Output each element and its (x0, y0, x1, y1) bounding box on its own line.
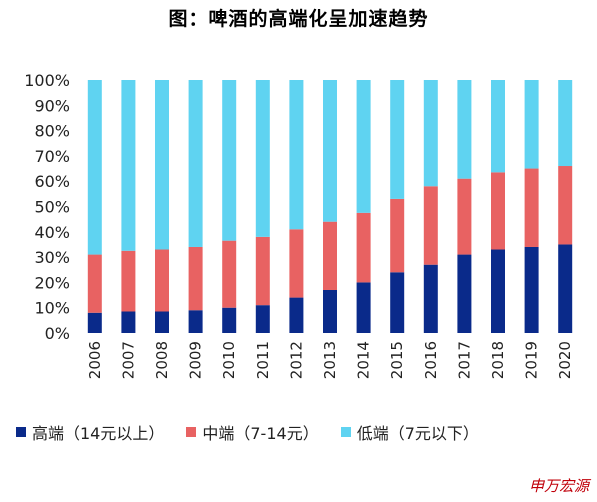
chart-title: 图：啤酒的高端化呈加速趋势 (168, 8, 429, 30)
x-tick-label: 2017 (455, 341, 473, 379)
bar-segment (121, 80, 136, 251)
bar-segment (289, 229, 304, 298)
bar-segment (390, 198, 405, 273)
legend-swatch-mid-end (186, 427, 197, 437)
y-tick-label: 0% (45, 324, 70, 343)
x-tick-label: 2019 (523, 341, 541, 379)
bar-segment (188, 310, 203, 333)
bar-segment (558, 244, 573, 333)
bar-segment (188, 80, 203, 247)
bar-segment (491, 80, 505, 173)
bar-segment (356, 212, 371, 283)
bar-segment (87, 254, 102, 313)
x-tick-label: 2012 (287, 341, 305, 379)
legend-label-high-end: 高端（14元以上） (32, 424, 165, 443)
bar-segment (558, 166, 573, 245)
x-tick-label: 2007 (119, 341, 137, 379)
x-tick-label: 2006 (86, 341, 104, 379)
bar-segment (323, 80, 337, 222)
x-tick-label: 2011 (254, 341, 272, 379)
legend-item-low-end: 低端（7元以下） (340, 420, 479, 444)
bar-segment (222, 80, 237, 241)
bar-segment (423, 80, 438, 187)
legend-item-high-end: 高端（14元以上） (16, 420, 164, 444)
brand-watermark: 申万宏源 (528, 477, 589, 495)
legend-item-mid-end: 中端（7-14元） (186, 420, 319, 444)
y-tick-label: 70% (34, 147, 70, 166)
x-tick-label: 2008 (153, 341, 171, 379)
legend-label-mid-end: 中端（7-14元） (202, 424, 319, 443)
bar-segment (491, 172, 505, 250)
bar-segment (121, 311, 136, 333)
bar-segment (255, 80, 270, 237)
bar-segment (457, 80, 472, 179)
bar-segment (155, 249, 169, 312)
bar-segment (524, 246, 539, 333)
x-tick-label: 2013 (321, 341, 339, 379)
x-tick-label: 2018 (489, 341, 507, 379)
y-tick-label: 90% (34, 96, 70, 115)
bar-segment (289, 80, 304, 230)
bar-segment (121, 250, 136, 312)
legend-swatch-high-end (16, 427, 26, 437)
bar-segment (87, 80, 102, 255)
bar-segment (222, 240, 237, 308)
bar-segment (423, 264, 438, 333)
y-tick-label: 80% (34, 122, 70, 141)
bar-segment (558, 80, 573, 167)
bar-segment (87, 312, 102, 333)
x-tick-label: 2010 (220, 341, 238, 379)
bar-segment (323, 289, 337, 333)
bar-segment (524, 168, 539, 247)
y-tick-label: 10% (34, 299, 70, 318)
bar-segment (491, 249, 505, 333)
y-tick-label: 100% (24, 71, 70, 90)
x-tick-label: 2020 (556, 341, 574, 379)
y-tick-label: 40% (34, 223, 70, 242)
y-tick-label: 20% (34, 273, 70, 292)
bar-segment (524, 80, 539, 169)
bar-segment (390, 80, 405, 199)
legend-swatch-low-end (340, 427, 351, 437)
bar-segment (457, 254, 472, 333)
x-tick-label: 2009 (187, 341, 205, 379)
bar-segment (356, 282, 371, 333)
bar-segment (155, 80, 169, 250)
bar-segment (155, 311, 169, 333)
bar-segment (390, 272, 405, 333)
bar-segment (188, 246, 203, 311)
bar-segment (255, 305, 270, 333)
x-tick-label: 2016 (422, 341, 440, 379)
y-tick-label: 30% (34, 248, 70, 267)
bar-segment (423, 186, 438, 265)
bar-segment (323, 221, 337, 290)
bar-segment (356, 80, 371, 213)
y-tick-label: 60% (34, 172, 70, 191)
x-tick-label: 2014 (355, 341, 373, 379)
bar-segment (457, 178, 472, 255)
y-tick-label: 50% (34, 198, 70, 217)
chart-legend: 高端（14元以上） 中端（7-14元） 低端（7元以下） (16, 420, 501, 444)
legend-label-low-end: 低端（7元以下） (356, 424, 479, 443)
bar-segment (289, 297, 304, 333)
bar-segment (255, 236, 270, 306)
x-tick-label: 2015 (388, 341, 406, 379)
bar-segment (222, 307, 237, 333)
